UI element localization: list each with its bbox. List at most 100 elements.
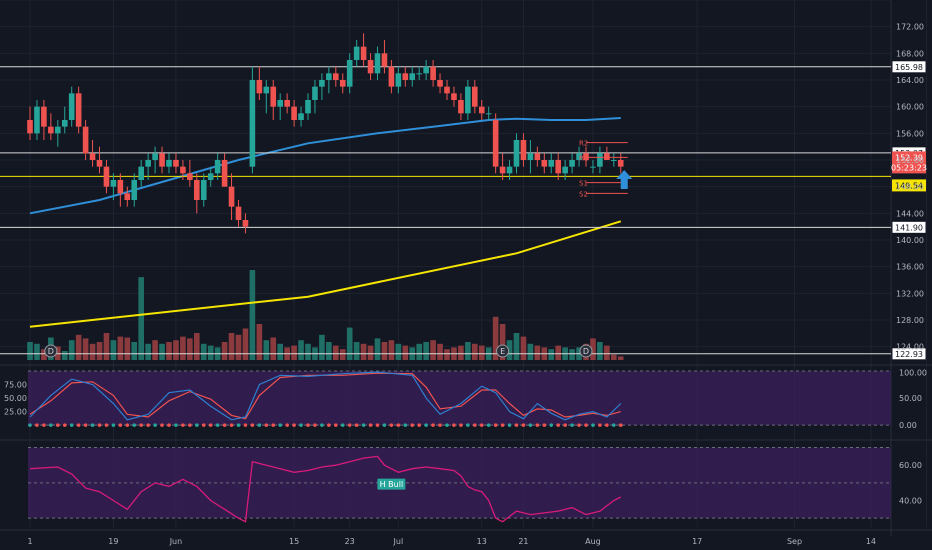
candle-body — [409, 73, 416, 80]
candle-body — [159, 153, 165, 167]
stoch-dot — [153, 423, 157, 427]
volume-bar — [430, 340, 436, 360]
volume-bar — [291, 345, 297, 360]
candle-body — [402, 73, 409, 80]
volume-bar — [478, 345, 485, 360]
stoch-dot — [111, 423, 116, 427]
price-axis: 165.98153.07141.90122.93149.54152.3905:2… — [891, 23, 927, 361]
volume-bar — [527, 343, 534, 360]
countdown-label: 05:23:23 — [891, 163, 927, 172]
stoch-dot — [299, 423, 303, 427]
time-tick-label: 17 — [692, 537, 702, 546]
hline-165-98-label: 165.98 — [895, 63, 923, 72]
price-tick-label: 144.00 — [896, 209, 924, 218]
rsi-annotation-badge — [377, 478, 406, 490]
stoch-dot — [584, 423, 588, 427]
stoch-dot — [313, 423, 317, 427]
stoch-k-line — [29, 371, 622, 421]
event-marker-label: D — [583, 347, 589, 356]
volume-bar — [110, 340, 117, 360]
candle-body — [298, 113, 304, 120]
pivot-levels: R2 R1 S1 S2 — [579, 140, 628, 198]
price-tick-label: 152.00 — [896, 156, 924, 165]
volume-bar — [41, 349, 47, 360]
hline-141-90-label: 141.90 — [895, 223, 923, 232]
candle-body — [465, 86, 471, 114]
stoch-dot — [97, 423, 102, 427]
candle-body — [611, 160, 617, 161]
volume-bar — [520, 336, 527, 360]
hline-141-90-tag — [891, 220, 927, 234]
stoch-dot — [76, 423, 81, 427]
stoch-dot — [320, 423, 324, 427]
volume-bar — [166, 342, 172, 360]
stoch-dot — [215, 423, 220, 427]
stoch-dot — [334, 423, 338, 427]
candle-body — [131, 180, 138, 200]
rsi-panel[interactable]: H Bull 60.00 40.00 — [29, 455, 922, 523]
up-arrow-shape — [616, 170, 633, 189]
candlesticks[interactable] — [27, 33, 624, 234]
candle-body — [541, 160, 548, 167]
candle-body — [513, 140, 520, 167]
volume-bar — [124, 337, 131, 360]
volume-bar — [145, 343, 151, 360]
stoch-dot — [28, 423, 32, 427]
candle-body — [75, 93, 82, 127]
stoch-dot — [35, 423, 39, 427]
stoch-dot — [535, 423, 540, 427]
volume-bar — [444, 349, 450, 360]
volume-bar — [416, 343, 422, 360]
stoch-dot — [403, 423, 408, 427]
candle-body — [485, 113, 492, 115]
stoch-dot — [375, 423, 380, 427]
stoch-dot — [264, 423, 269, 427]
rsi-band — [28, 447, 891, 519]
candle-body — [353, 46, 360, 60]
candle-body — [583, 153, 589, 160]
candle-body — [499, 166, 506, 174]
candle-body — [27, 120, 33, 134]
candle-body — [326, 73, 332, 80]
volume-bar — [34, 343, 40, 360]
volume-bar — [27, 342, 33, 360]
time-tick-label: Aug — [585, 537, 601, 546]
stoch-dot — [493, 423, 498, 427]
stoch-dot — [528, 423, 533, 427]
volume-bar — [333, 345, 339, 360]
candle-body — [291, 106, 297, 120]
stoch-dot — [577, 423, 581, 427]
stoch-left-tick: 75.00 — [4, 381, 27, 390]
hline-165-98-tag — [891, 60, 927, 74]
candle-body — [277, 100, 283, 107]
candle-body — [360, 46, 367, 60]
candle-body — [374, 53, 381, 74]
rsi-annotation-label: H Bull — [380, 480, 404, 489]
stoch-dot — [195, 423, 199, 427]
stoch-dot — [382, 423, 387, 427]
stoch-dot — [83, 423, 88, 427]
candle-body — [256, 80, 263, 94]
stoch-dot — [598, 423, 602, 427]
stoch-dot — [500, 423, 505, 427]
candle-body — [437, 80, 443, 87]
candle-body — [200, 180, 207, 200]
volume-bar — [597, 342, 603, 360]
stoch-d-line — [29, 372, 621, 420]
support-label: 149.54 — [895, 181, 923, 190]
time-tick-label: 23 — [345, 537, 355, 546]
volume-bar — [374, 338, 381, 360]
candle-body — [249, 80, 256, 167]
candle-body — [339, 80, 346, 87]
stoch-dot — [118, 423, 123, 427]
candle-body — [492, 120, 499, 167]
volume-bar — [96, 342, 103, 360]
stoch-dot — [160, 423, 164, 427]
volume-bar — [319, 334, 325, 360]
up-arrow-icon — [616, 170, 633, 189]
candle-body — [103, 166, 110, 187]
stochastic-panel[interactable]: 75.00 50.00 25.00 100.00 50.00 0.00 — [4, 369, 927, 431]
price-tick-label: 164.00 — [896, 76, 924, 85]
